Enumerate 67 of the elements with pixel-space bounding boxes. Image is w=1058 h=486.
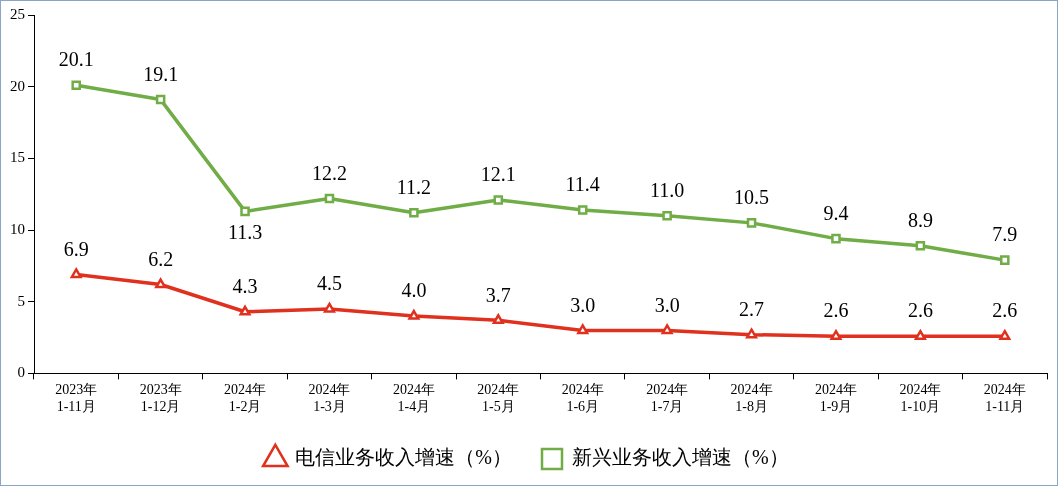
data-label: 3.0 [654,293,680,316]
x-tick-label: 2024年 1-3月 [308,382,351,415]
data-label: 10.5 [734,186,770,209]
x-tick-label: 2024年 1-9月 [814,382,857,415]
point [71,80,81,91]
data-label: 2.7 [739,297,765,320]
point [661,324,673,335]
data-label: 4.5 [316,272,342,295]
data-label: 11.0 [649,178,685,201]
y-tick-label: 10 [10,220,25,237]
point [745,328,758,339]
data-label: 12.2 [311,161,347,184]
point [831,233,841,244]
point [240,206,250,217]
data-label: 11.4 [565,173,600,196]
data-label: 8.9 [907,209,933,232]
point [409,208,419,218]
point [324,193,335,204]
data-label: 4.0 [401,279,427,302]
point [323,302,336,313]
x-tick-label: 2024年 1-2月 [224,382,267,415]
data-label: 9.4 [823,201,849,224]
point [155,94,166,105]
point [746,218,757,228]
x-tick-label: 2024年 1-6月 [561,382,604,415]
y-tick-label: 25 [10,5,25,22]
data-label: 11.2 [396,176,432,199]
data-label: 2.6 [823,299,849,322]
data-label: 2.6 [992,299,1018,322]
point [915,241,926,251]
data-label: 19.1 [143,62,179,85]
x-tick-label: 2024年 1-7月 [646,382,689,415]
x-tick-label: 2023年 1-12月 [139,382,182,415]
point [830,329,842,340]
point [577,324,589,335]
data-label: 6.2 [148,247,174,270]
point [914,329,926,340]
data-label: 2.6 [907,299,933,322]
point [662,210,672,221]
point [577,205,588,215]
point [408,309,420,320]
point [239,305,251,316]
point [1000,255,1010,265]
data-label: 11.3 [227,220,263,243]
point [493,195,504,205]
x-tick-label: 2024年 1-5月 [477,382,520,415]
x-tick-label: 2024年 1-4月 [392,382,435,415]
x-tick-label: 2024年 1-11月 [983,382,1026,415]
y-tick-label: 0 [17,364,25,381]
y-tick-label: 15 [10,149,25,166]
x-tick-label: 2023年 1-11月 [55,382,98,415]
data-label: 4.3 [232,275,258,298]
data-label: 12.1 [480,163,516,186]
y-tick-label: 20 [10,77,25,94]
legend-label: 电信业务收入增速（%） [295,446,513,469]
x-tick-label: 2024年 1-10月 [899,382,942,415]
point [155,278,167,289]
data-label: 3.7 [485,283,511,306]
data-label: 20.1 [58,48,94,71]
x-tick-label: 2024年 1-8月 [730,382,773,415]
data-label: 3.0 [570,293,596,316]
legend-label: 新兴业务收入增速（%） [572,446,789,469]
y-tick-label: 5 [17,292,25,309]
data-label: 6.9 [63,237,89,260]
point [70,268,82,279]
data-label: 7.9 [992,223,1018,246]
point [999,329,1011,340]
